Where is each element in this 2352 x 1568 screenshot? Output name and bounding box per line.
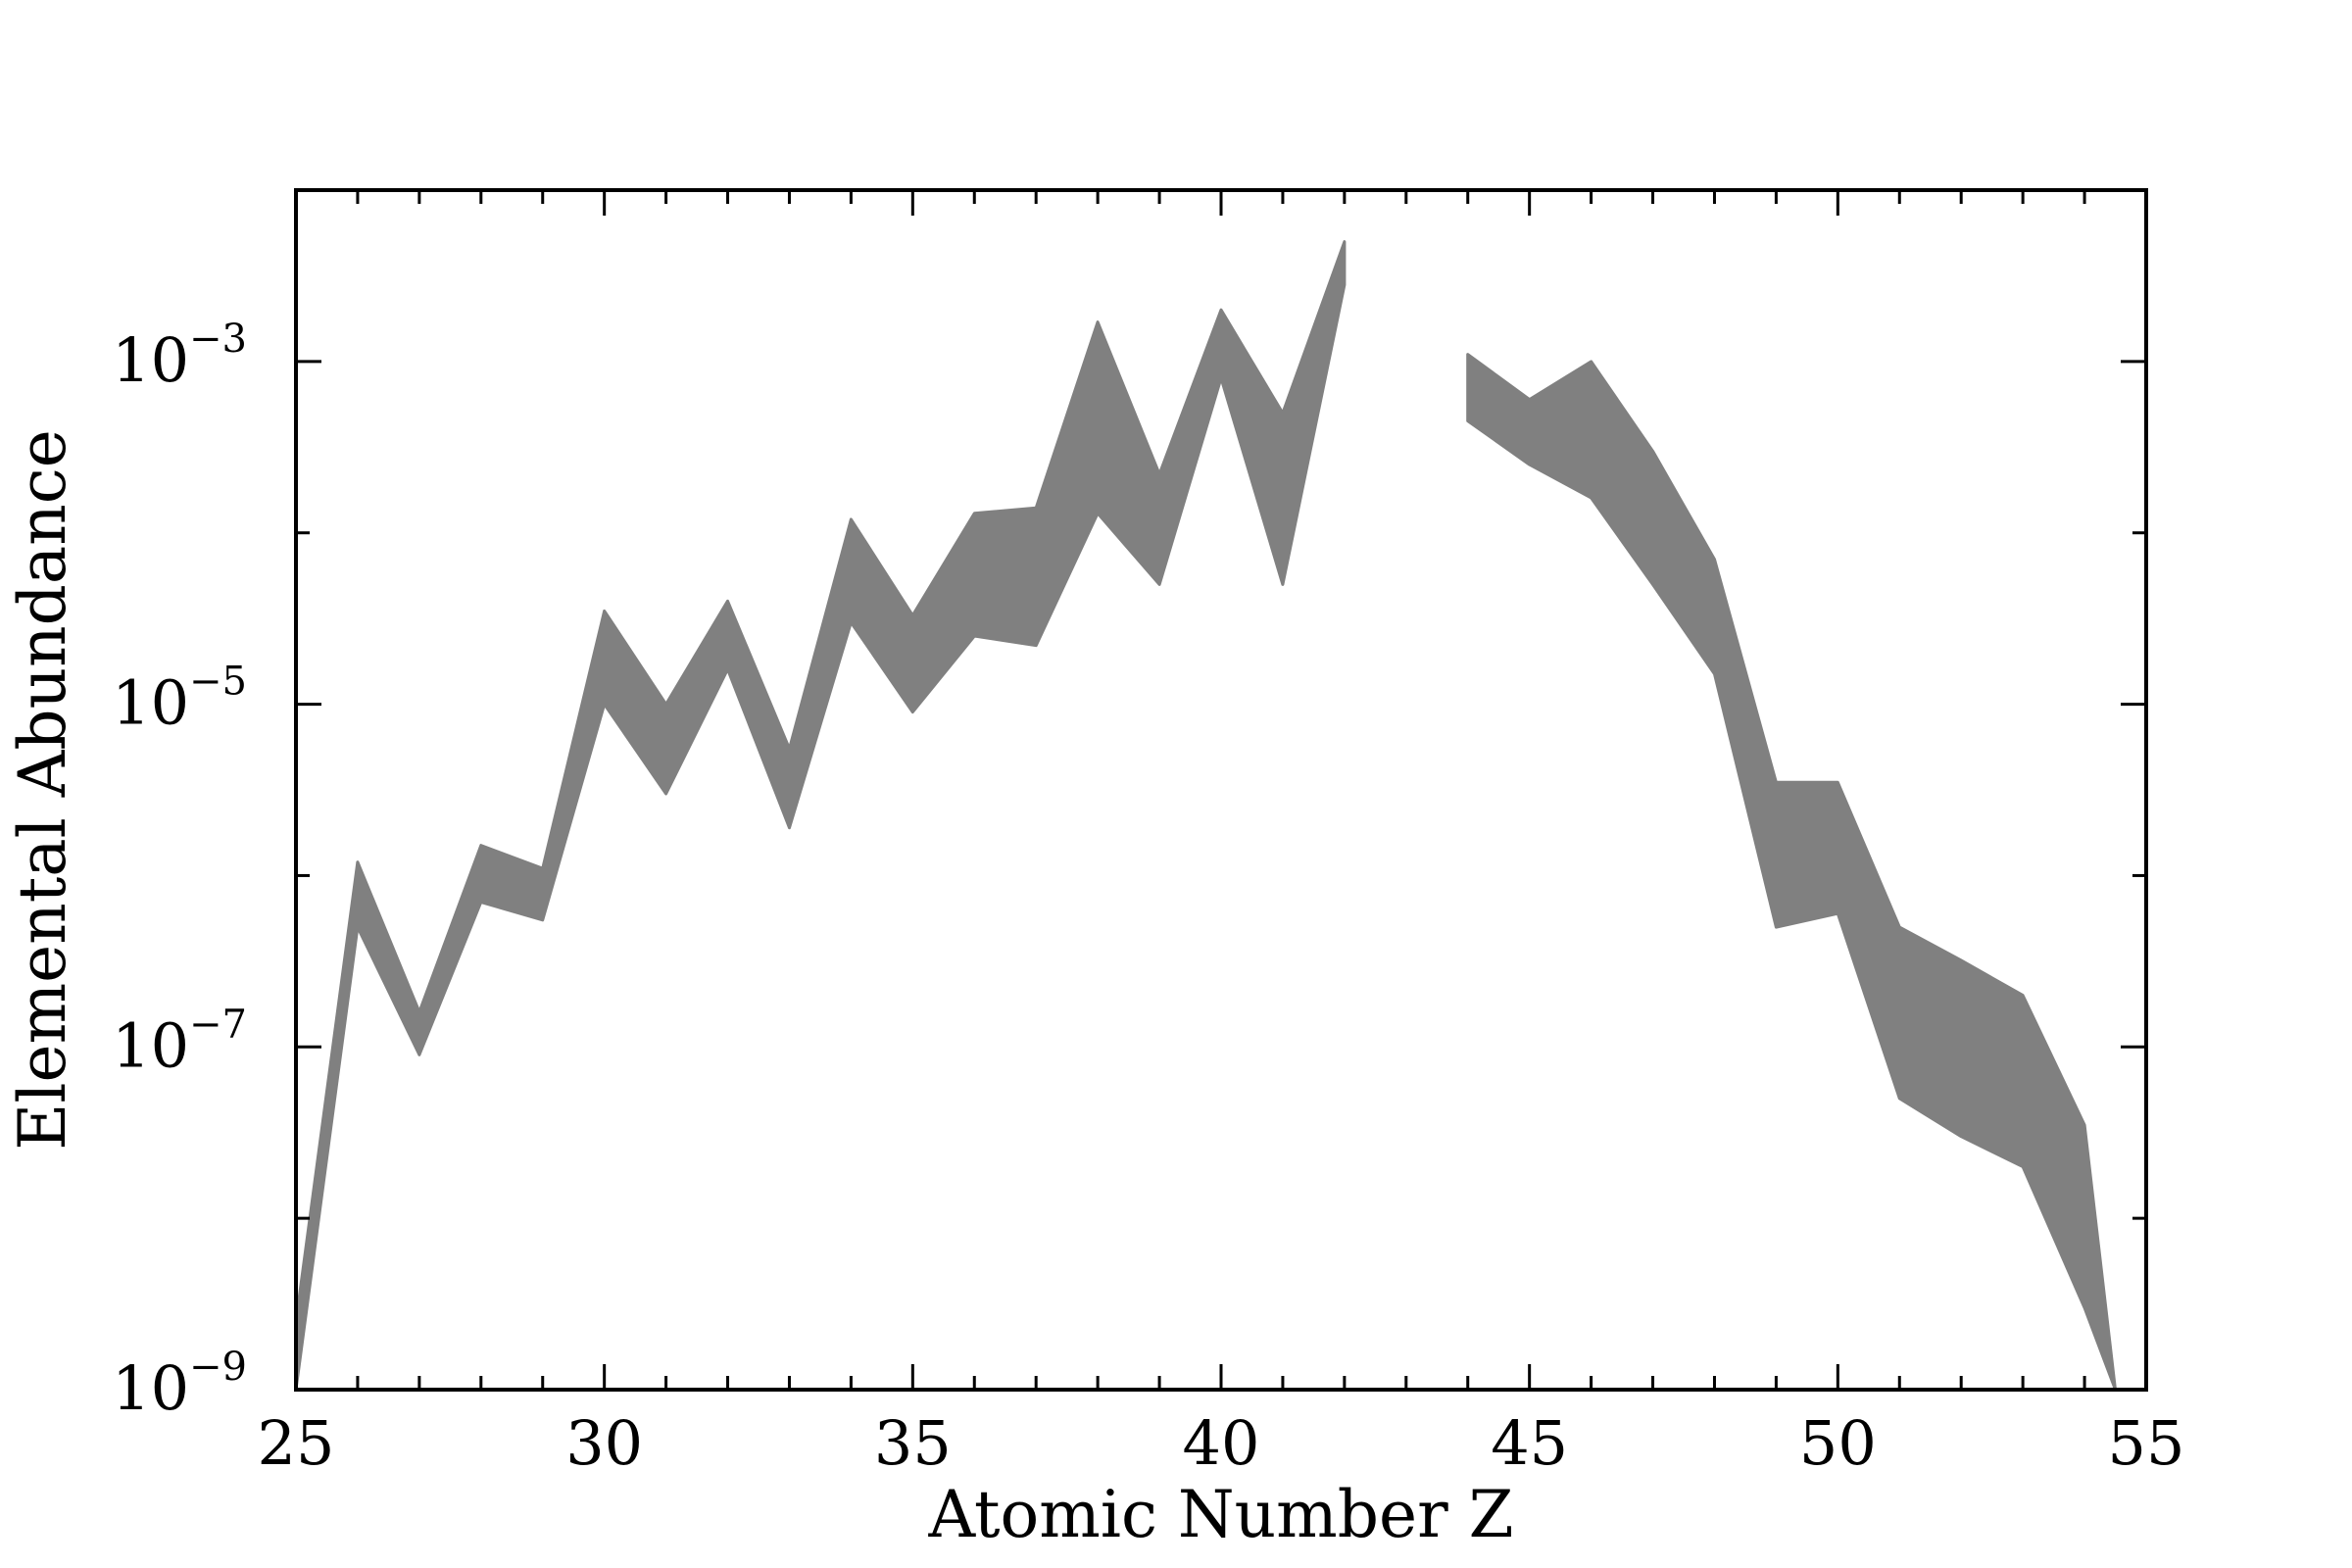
y-axis-label: Elemental Abundance: [5, 429, 80, 1151]
x-tick-label: 35: [874, 1407, 952, 1479]
y-tick-label: 10−7: [112, 1002, 247, 1081]
y-tick-label: 10−5: [112, 660, 247, 739]
abundance-band-group: [296, 240, 2117, 1390]
x-tick-label: 40: [1183, 1407, 1260, 1479]
abundance-band-segment-2: [1466, 353, 2117, 1390]
y-tick-label: 10−3: [112, 317, 247, 396]
x-tick-label: 55: [2108, 1407, 2185, 1479]
x-tick-label: 30: [565, 1407, 643, 1479]
y-axis-ticks: 10−3 10−5 10−7 10−9: [112, 188, 2146, 1424]
x-axis-ticks: 25 30 35 40 45 50 55: [258, 190, 2185, 1479]
abundance-band-segment-1: [296, 240, 1347, 1390]
x-axis-label: Atomic Number Z: [928, 1477, 1514, 1552]
x-tick-label: 45: [1491, 1407, 1568, 1479]
x-tick-label: 25: [258, 1407, 335, 1479]
y-tick-label: 10−9: [112, 1345, 247, 1424]
plot-frame: [294, 188, 2148, 1392]
x-tick-label: 50: [1799, 1407, 1877, 1479]
